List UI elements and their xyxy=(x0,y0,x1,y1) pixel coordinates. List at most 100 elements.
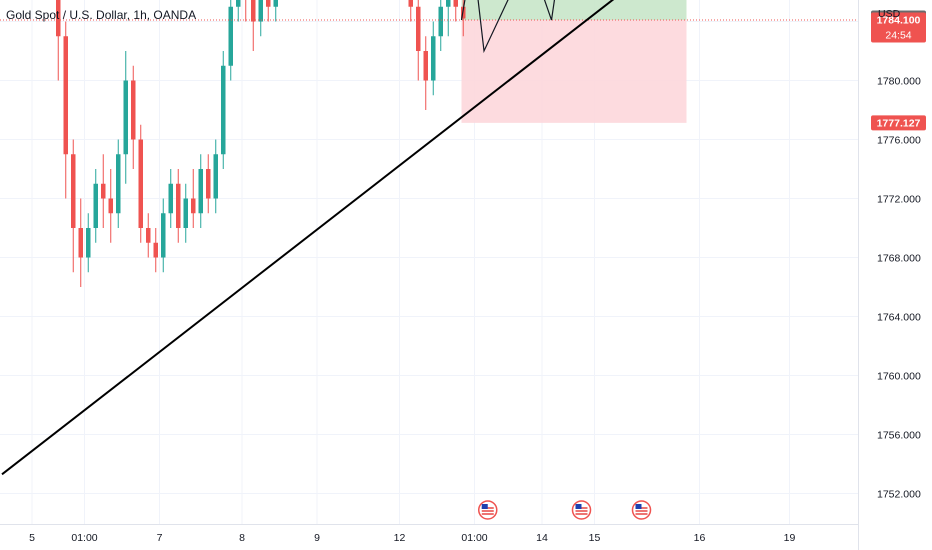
candle xyxy=(93,169,98,243)
candle-body xyxy=(251,0,256,22)
candle-body xyxy=(183,198,188,228)
candle xyxy=(183,183,188,243)
target-zone xyxy=(461,0,687,21)
event-flag-canton xyxy=(635,504,642,509)
candle-body xyxy=(213,154,218,199)
candle xyxy=(408,0,413,22)
candle xyxy=(86,213,91,273)
price-tick-label: 1768.000 xyxy=(877,253,921,265)
candle xyxy=(273,0,278,22)
candle xyxy=(206,154,211,214)
candle-body xyxy=(198,169,203,214)
candle-body xyxy=(236,0,241,7)
candle xyxy=(198,154,203,228)
candle-body xyxy=(168,183,173,214)
time-axis[interactable]: 5 01:00 7 8 9 12 01:00 14 15 16 19 xyxy=(0,524,858,545)
candle-body xyxy=(221,65,226,155)
candle-body xyxy=(93,183,98,228)
candle xyxy=(258,0,263,37)
candle-body xyxy=(423,51,428,81)
us-flag-event-icon xyxy=(478,500,498,520)
candle-body xyxy=(78,228,83,258)
candle-body xyxy=(63,36,68,155)
symbol-title: Gold Spot / U.S. Dollar, 1h, OANDA xyxy=(6,8,197,22)
projection-path xyxy=(460,0,556,54)
time-tick-label: 01:00 xyxy=(461,532,487,544)
candle-body xyxy=(446,0,451,7)
candle xyxy=(228,0,233,81)
candle xyxy=(108,169,113,243)
price-tick-label: 1772.000 xyxy=(877,194,921,206)
time-tick-label: 14 xyxy=(536,532,548,544)
candle xyxy=(191,169,196,228)
economic-events[interactable] xyxy=(478,500,652,520)
candle xyxy=(78,198,83,287)
candle xyxy=(138,124,143,243)
candle xyxy=(251,0,256,51)
time-tick-label: 9 xyxy=(314,532,320,544)
time-tick-label: 5 xyxy=(29,532,35,544)
candle xyxy=(123,51,128,184)
candle-body xyxy=(86,228,91,258)
candle-body xyxy=(71,154,76,228)
candle-body xyxy=(123,80,128,155)
candle xyxy=(146,213,151,258)
candle xyxy=(423,36,428,110)
candle xyxy=(153,228,158,273)
candle xyxy=(213,139,218,214)
long-position-tool[interactable] xyxy=(461,0,687,123)
price-axis[interactable]: 1752.000 1756.000 1760.000 1764.000 1768.000… xyxy=(858,0,927,550)
event-flag-canton xyxy=(481,504,488,509)
price-badge: 1777.127 xyxy=(871,115,926,131)
time-tick-label: 15 xyxy=(589,532,601,544)
candle xyxy=(245,0,247,22)
price-tick-label: 1756.000 xyxy=(877,430,921,442)
candle-body xyxy=(116,154,121,214)
candle xyxy=(63,21,68,199)
candle-body xyxy=(258,0,263,22)
chart-grid xyxy=(0,0,858,524)
candle xyxy=(416,0,421,81)
candle-body xyxy=(228,6,233,66)
time-tick-label: 01:00 xyxy=(71,532,97,544)
candle-body xyxy=(266,0,271,7)
candle xyxy=(116,139,121,228)
candle xyxy=(101,154,106,228)
candle xyxy=(438,0,443,51)
candle-body xyxy=(431,36,436,81)
time-tick-label: 19 xyxy=(784,532,796,544)
candle-body xyxy=(408,0,413,7)
price-badge-bg xyxy=(871,12,926,43)
time-tick-label: 16 xyxy=(694,532,706,544)
trendline xyxy=(1,0,615,476)
candle xyxy=(221,51,226,169)
candle xyxy=(131,65,136,169)
price-badge-countdown: 24:54 xyxy=(885,30,911,42)
currency-label: USD xyxy=(878,8,901,20)
event-flag-canton xyxy=(575,504,582,509)
candle-body xyxy=(453,0,458,7)
candle-body xyxy=(176,183,181,228)
price-badge-label: 1777.127 xyxy=(877,117,921,129)
candle-body xyxy=(138,139,143,228)
candle xyxy=(236,0,241,22)
candle-body xyxy=(438,6,443,37)
candle-body xyxy=(273,0,278,7)
candle-body xyxy=(161,213,166,258)
price-tick-label: 1752.000 xyxy=(877,489,921,501)
price-badge-bg xyxy=(871,115,926,131)
candle xyxy=(431,21,436,96)
us-flag-event-icon xyxy=(631,500,652,520)
candle xyxy=(71,139,76,273)
candle xyxy=(446,0,451,37)
price-badge-label: 1784.100 xyxy=(877,15,921,27)
candle xyxy=(176,169,181,243)
time-tick-label: 7 xyxy=(157,532,163,544)
candle-body xyxy=(153,242,158,258)
drawing-lines[interactable] xyxy=(0,0,858,476)
price-tick-label: 1764.000 xyxy=(877,312,921,324)
candle-body xyxy=(416,6,421,51)
candle-body xyxy=(101,183,106,199)
candle-body xyxy=(191,198,196,214)
